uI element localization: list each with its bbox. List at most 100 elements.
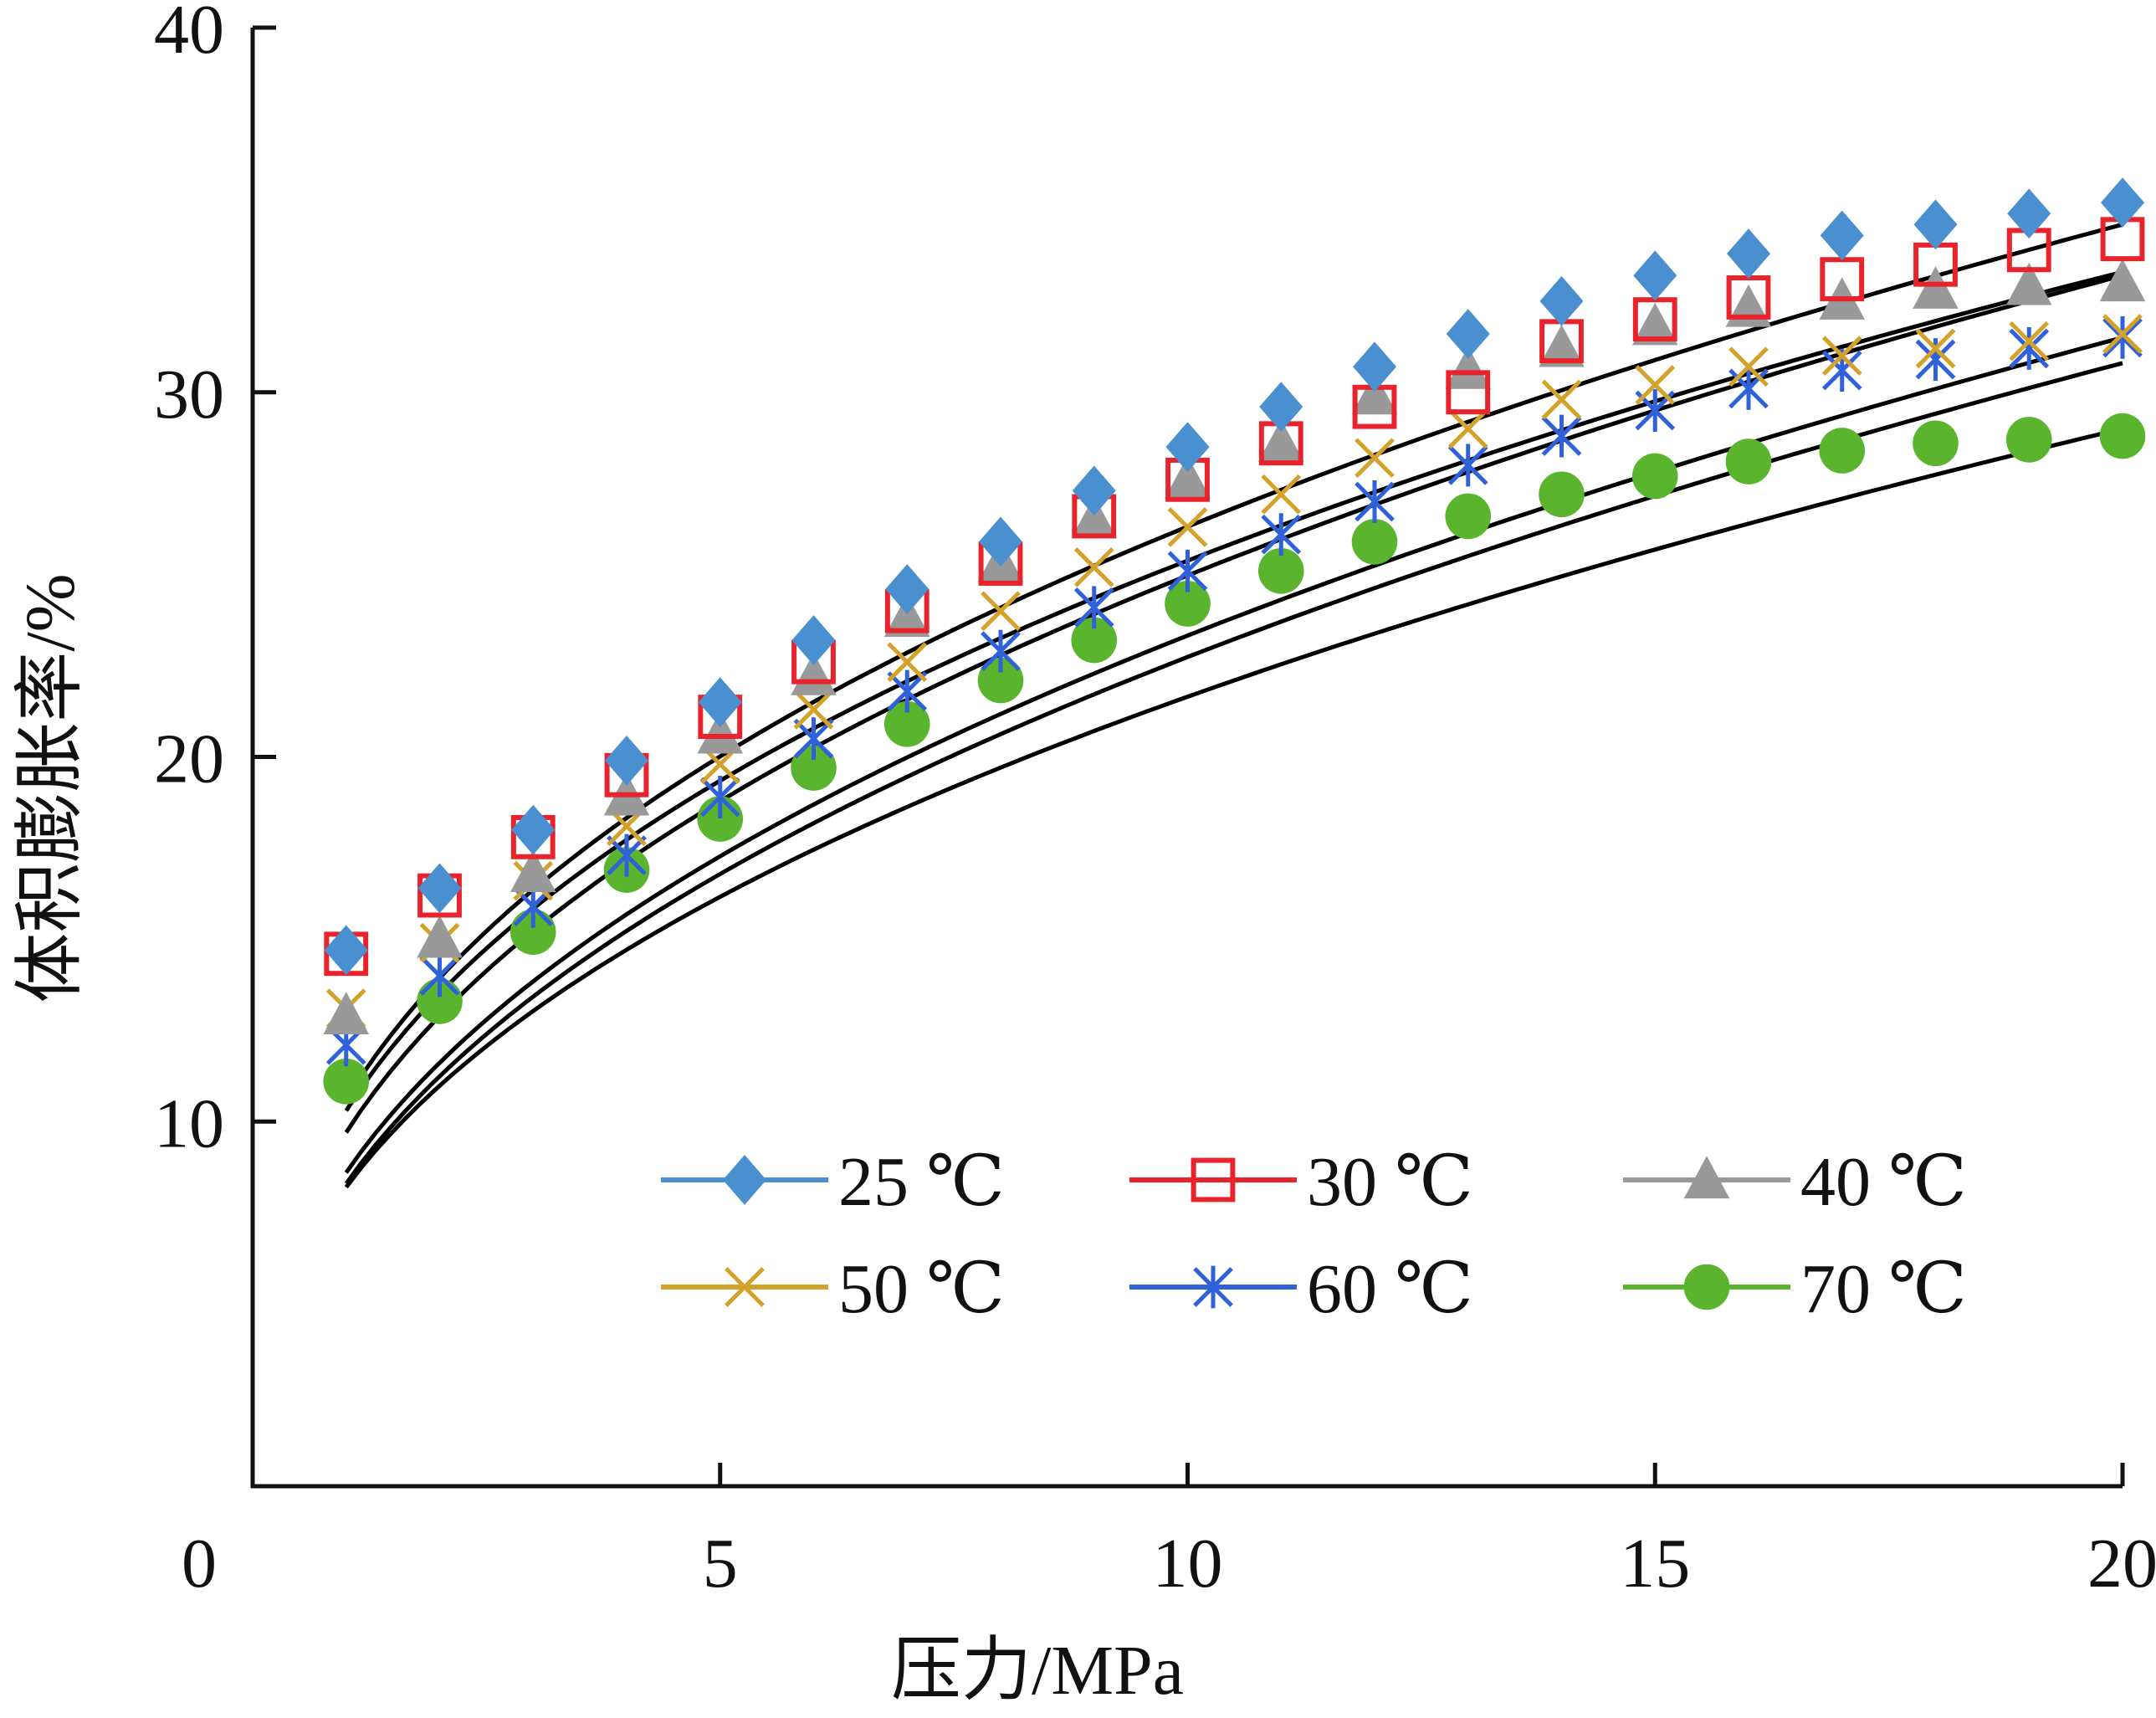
data-point	[979, 516, 1022, 567]
data-point	[1913, 420, 1959, 467]
data-point	[1541, 379, 1582, 420]
data-point	[981, 629, 1021, 673]
legend-marker	[1683, 1156, 1730, 1199]
data-point	[1073, 586, 1114, 629]
data-point	[1820, 210, 1864, 261]
legend-entry: 25 ℃	[661, 1143, 1005, 1221]
data-point	[1539, 275, 1584, 326]
legend-entry: 50 ℃	[661, 1250, 1005, 1328]
data-point	[1447, 444, 1488, 487]
data-point	[1261, 474, 1302, 515]
series-60c	[325, 315, 2143, 1067]
data-point	[2102, 314, 2143, 354]
data-point	[419, 954, 460, 997]
data-point	[1073, 547, 1114, 587]
legend-label: 30 ℃	[1307, 1143, 1473, 1221]
data-point	[1165, 422, 1210, 473]
data-point	[323, 992, 370, 1034]
data-point	[417, 915, 463, 958]
data-point	[1355, 438, 1395, 479]
data-point	[1728, 346, 1769, 387]
data-point	[1633, 250, 1677, 301]
y-tick-label: 10	[154, 1085, 224, 1162]
data-point	[1071, 617, 1118, 664]
data-point	[1913, 266, 1959, 309]
data-point	[1727, 228, 1770, 279]
data-point	[791, 615, 836, 665]
y-tick-label: 30	[154, 356, 224, 433]
y-tick-label: 40	[154, 0, 224, 69]
data-point	[1447, 408, 1488, 449]
data-point	[1445, 346, 1492, 389]
data-point	[1167, 549, 1208, 592]
data-point	[2007, 188, 2051, 239]
data-point	[1819, 428, 1866, 474]
legend-entry: 70 ℃	[1623, 1250, 1967, 1328]
data-point	[699, 776, 740, 818]
x-tick-label: 5	[703, 1525, 738, 1603]
data-point	[2009, 327, 2050, 370]
legend-label: 40 ℃	[1800, 1143, 1967, 1221]
data-point	[605, 735, 648, 786]
data-point	[607, 833, 647, 877]
data-point	[1915, 338, 1956, 381]
legend-marker	[1683, 1264, 1730, 1310]
data-point	[1913, 199, 1958, 250]
data-point	[1635, 365, 1676, 405]
legend-label: 70 ℃	[1800, 1250, 1967, 1328]
x-tick-label: 20	[2087, 1525, 2156, 1603]
data-point	[2102, 315, 2143, 359]
legend-marker	[723, 1155, 766, 1205]
y-tick-label: 20	[154, 721, 224, 798]
legend-label: 60 ℃	[1307, 1250, 1473, 1328]
axes: 0 5 10 15 20 10 20 30 40	[154, 0, 2156, 1603]
fit-curve	[344, 335, 2123, 1174]
data-point	[793, 717, 834, 761]
data-point	[1351, 372, 1398, 415]
data-point	[1257, 547, 1304, 594]
data-point	[1631, 453, 1678, 500]
data-point	[2101, 177, 2144, 228]
data-point	[791, 745, 837, 791]
data-point	[887, 669, 928, 713]
legend-entry: 60 ℃	[1129, 1250, 1473, 1328]
data-point	[1725, 284, 1772, 327]
data-point	[2005, 417, 2052, 463]
series-40c	[323, 259, 2146, 1034]
data-point	[2009, 321, 2050, 362]
legend: 25 ℃ 30 ℃ 40 ℃ 50 ℃ 60 ℃ 70 ℃	[661, 1143, 1967, 1328]
data-point	[1167, 507, 1208, 547]
data-point	[697, 710, 744, 754]
fit-curve	[344, 269, 2123, 1112]
data-point	[1541, 414, 1582, 458]
data-point	[977, 657, 1024, 704]
data-point	[323, 1059, 370, 1105]
legend-label: 50 ℃	[838, 1250, 1005, 1328]
data-point	[2005, 262, 2052, 305]
data-point	[1165, 581, 1211, 627]
data-point	[698, 677, 742, 728]
data-point	[1446, 309, 1490, 359]
data-point	[1539, 324, 1585, 367]
data-point	[1072, 465, 1116, 516]
data-point	[1261, 513, 1302, 556]
data-points	[323, 177, 2146, 1105]
data-point	[885, 564, 929, 614]
data-point	[1351, 519, 1398, 565]
data-point	[2099, 413, 2146, 459]
data-point	[1355, 480, 1395, 523]
x-tick-label: 0	[182, 1525, 217, 1603]
data-point	[1539, 471, 1585, 518]
x-axis-title: 压力/MPa	[891, 1632, 1184, 1710]
fit-curve	[344, 361, 2123, 1185]
y-axis-title: 体积膨胀率/%	[12, 573, 90, 1003]
data-point	[791, 653, 837, 695]
data-point	[1915, 328, 1956, 369]
data-point	[1259, 382, 1303, 433]
data-point	[1821, 336, 1862, 377]
legend-label: 25 ℃	[838, 1143, 1005, 1221]
data-point	[1728, 367, 1769, 410]
series-25c	[324, 177, 2144, 976]
